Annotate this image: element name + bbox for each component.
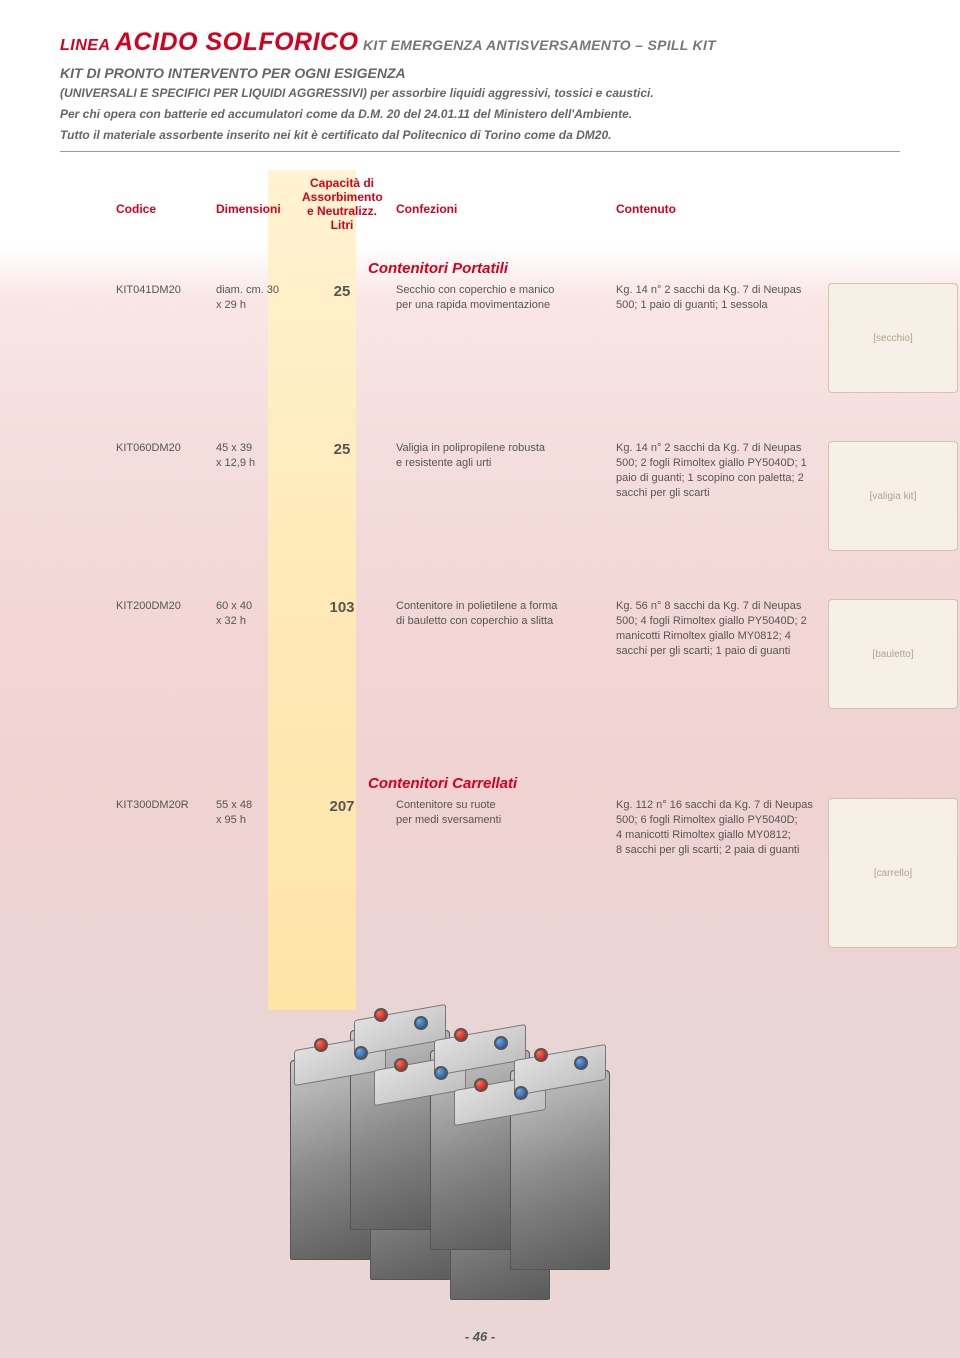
col-codice: Codice (116, 202, 156, 216)
dim-l2: x 32 h (216, 614, 252, 629)
table-row: KIT300DM20R 55 x 48 x 95 h 207 Contenito… (88, 798, 900, 968)
conf-l1: Secchio con coperchio e manico (396, 283, 554, 298)
dim-l1: 55 x 48 (216, 798, 252, 813)
dim-l2: x 12,9 h (216, 456, 255, 471)
cont-l3: manicotti Rimoltex giallo MY0812; 4 (616, 629, 816, 644)
conf-l1: Contenitore in polietilene a forma (396, 599, 557, 614)
conf-l2: per una rapida movimentazione (396, 298, 554, 313)
title-linea: LINEA (60, 37, 111, 54)
table-row: KIT041DM20 diam. cm. 30 x 29 h 25 Secchi… (88, 283, 900, 423)
cont-l3: 4 manicotti Rimoltex giallo MY0812; (616, 828, 826, 843)
cell-conf: Secchio con coperchio e manico per una r… (396, 283, 554, 313)
col-capacita: Capacità di Assorbimento e Neutralizz. L… (302, 176, 382, 232)
col-dimensioni: Dimensioni (216, 202, 281, 216)
cont-l1: Kg. 14 n° 2 sacchi da Kg. 7 di Neupas (616, 441, 816, 456)
dim-l1: 60 x 40 (216, 599, 252, 614)
cell-cap: 103 (302, 599, 382, 616)
table-row: KIT060DM20 45 x 39 x 12,9 h 25 Valigia i… (88, 441, 900, 581)
col-capacita-l4: Litri (302, 218, 382, 232)
desc-line-1: (UNIVERSALI E SPECIFICI PER LIQUIDI AGGR… (60, 85, 900, 102)
page-number: - 46 - (0, 1329, 960, 1344)
cell-cap: 25 (302, 441, 382, 458)
cont-l4: sacchi per gli scarti (616, 486, 816, 501)
conf-l1: Valigia in polipropilene robusta (396, 441, 545, 456)
cont-l1: Kg. 14 n° 2 sacchi da Kg. 7 di Neupas (616, 283, 816, 298)
cell-cont: Kg. 14 n° 2 sacchi da Kg. 7 di Neupas 50… (616, 283, 816, 313)
cell-image: [valigia kit] (828, 441, 958, 551)
cell-code: KIT060DM20 (116, 441, 181, 456)
conf-l2: e resistente agli urti (396, 456, 545, 471)
cell-conf: Contenitore in polietilene a forma di ba… (396, 599, 557, 629)
cell-image: [bauletto] (828, 599, 958, 709)
cont-l4: 8 sacchi per gli scarti; 2 paia di guant… (616, 843, 826, 858)
product-image-placeholder: [carrello] (828, 798, 958, 948)
cell-image: [carrello] (828, 798, 958, 948)
cell-conf: Valigia in polipropilene robusta e resis… (396, 441, 545, 471)
cell-cap: 207 (302, 798, 382, 815)
col-capacita-l2: Assorbimento (302, 190, 382, 204)
title-acido: ACIDO SOLFORICO (115, 28, 359, 56)
title-kit-emerg: KIT EMERGENZA ANTISVERSAMENTO – SPILL KI… (363, 37, 716, 53)
cont-l1: Kg. 112 n° 16 sacchi da Kg. 7 di Neupas (616, 798, 826, 813)
cont-l4: sacchi per gli scarti; 1 paio di guanti (616, 644, 816, 659)
cell-cont: Kg. 14 n° 2 sacchi da Kg. 7 di Neupas 50… (616, 441, 816, 500)
product-image-placeholder: [secchio] (828, 283, 958, 393)
cell-dim: 45 x 39 x 12,9 h (216, 441, 255, 471)
col-contenuto: Contenuto (616, 202, 676, 216)
cell-code: KIT300DM20R (116, 798, 189, 813)
cell-dim: diam. cm. 30 x 29 h (216, 283, 279, 313)
col-capacita-l1: Capacità di (302, 176, 382, 190)
col-confezioni: Confezioni (396, 202, 457, 216)
cont-l2: 500; 2 fogli Rimoltex giallo PY5040D; 1 (616, 456, 816, 471)
cont-l2: 500; 1 paio di guanti; 1 sessola (616, 298, 816, 313)
dim-l2: x 95 h (216, 813, 252, 828)
cont-l2: 500; 6 fogli Rimoltex giallo PY5040D; (616, 813, 826, 828)
dim-l1: diam. cm. 30 (216, 283, 279, 298)
dim-l2: x 29 h (216, 298, 279, 313)
cell-cap: 25 (302, 283, 382, 300)
battery-illustration (250, 980, 650, 1280)
section-portatili: Contenitori Portatili (368, 260, 960, 277)
title-sub: KIT DI PRONTO INTERVENTO PER OGNI ESIGEN… (60, 65, 900, 81)
cont-l2: 500; 4 fogli Rimoltex giallo PY5040D; 2 (616, 614, 816, 629)
desc-line-2: Per chi opera con batterie ed accumulato… (60, 106, 900, 123)
col-capacita-l3: e Neutralizz. (302, 204, 382, 218)
product-image-placeholder: [bauletto] (828, 599, 958, 709)
desc-line-3: Tutto il materiale assorbente inserito n… (60, 127, 900, 144)
section-carrellati: Contenitori Carrellati (368, 775, 960, 792)
cell-cont: Kg. 112 n° 16 sacchi da Kg. 7 di Neupas … (616, 798, 826, 857)
cell-code: KIT200DM20 (116, 599, 181, 614)
cell-dim: 60 x 40 x 32 h (216, 599, 252, 629)
cell-cont: Kg. 56 n° 8 sacchi da Kg. 7 di Neupas 50… (616, 599, 816, 658)
product-image-placeholder: [valigia kit] (828, 441, 958, 551)
cell-image: [secchio] (828, 283, 958, 393)
conf-l2: per medi sversamenti (396, 813, 501, 828)
cell-code: KIT041DM20 (116, 283, 181, 298)
cell-dim: 55 x 48 x 95 h (216, 798, 252, 828)
cell-conf: Contenitore su ruote per medi sversament… (396, 798, 501, 828)
cont-l1: Kg. 56 n° 8 sacchi da Kg. 7 di Neupas (616, 599, 816, 614)
cont-l3: paio di guanti; 1 scopino con paletta; 2 (616, 471, 816, 486)
divider (60, 151, 900, 152)
conf-l2: di bauletto con coperchio a slitta (396, 614, 557, 629)
conf-l1: Contenitore su ruote (396, 798, 501, 813)
table-row: KIT200DM20 60 x 40 x 32 h 103 Contenitor… (88, 599, 900, 739)
dim-l1: 45 x 39 (216, 441, 255, 456)
